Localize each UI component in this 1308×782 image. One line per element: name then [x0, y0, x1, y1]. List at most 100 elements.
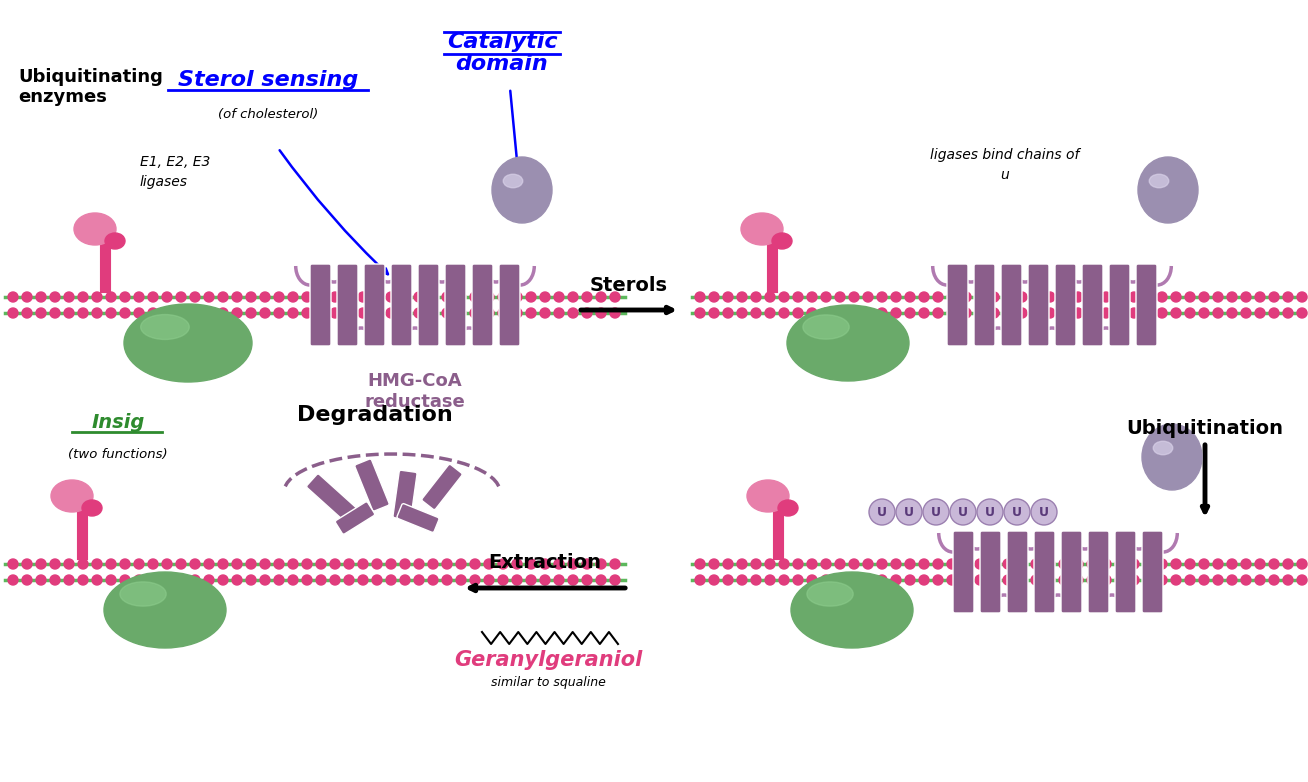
Circle shape [1241, 559, 1250, 569]
Circle shape [148, 559, 158, 569]
Circle shape [1213, 575, 1223, 585]
Circle shape [891, 292, 901, 302]
Circle shape [1298, 292, 1307, 302]
Circle shape [891, 559, 901, 569]
Circle shape [358, 575, 368, 585]
Circle shape [317, 308, 326, 318]
Circle shape [470, 308, 480, 318]
Circle shape [428, 575, 438, 585]
Circle shape [1073, 575, 1083, 585]
Circle shape [1101, 292, 1110, 302]
Circle shape [1087, 575, 1097, 585]
Circle shape [428, 308, 438, 318]
Circle shape [218, 292, 228, 302]
Circle shape [50, 575, 60, 585]
Ellipse shape [82, 500, 102, 516]
Text: U: U [1012, 505, 1022, 518]
Circle shape [330, 308, 340, 318]
Circle shape [974, 575, 985, 585]
Circle shape [1114, 292, 1125, 302]
FancyBboxPatch shape [1082, 264, 1103, 346]
Circle shape [37, 292, 46, 302]
Circle shape [751, 308, 761, 318]
Ellipse shape [803, 315, 849, 339]
Circle shape [317, 559, 326, 569]
Circle shape [555, 292, 564, 302]
Circle shape [780, 292, 789, 302]
Circle shape [133, 292, 144, 302]
Circle shape [232, 575, 242, 585]
Circle shape [162, 559, 171, 569]
Circle shape [148, 575, 158, 585]
Circle shape [1158, 308, 1167, 318]
Circle shape [555, 308, 564, 318]
Circle shape [344, 575, 354, 585]
Circle shape [765, 575, 776, 585]
Circle shape [456, 308, 466, 318]
Ellipse shape [141, 314, 190, 339]
Circle shape [765, 292, 776, 302]
Circle shape [568, 292, 578, 302]
Circle shape [1031, 292, 1041, 302]
Circle shape [709, 575, 719, 585]
Circle shape [78, 575, 88, 585]
Text: Insig: Insig [92, 413, 145, 432]
Ellipse shape [1138, 157, 1198, 223]
Circle shape [1143, 559, 1152, 569]
Circle shape [232, 559, 242, 569]
Ellipse shape [772, 233, 793, 249]
Circle shape [835, 308, 845, 318]
Text: Extraction: Extraction [488, 553, 602, 572]
Circle shape [723, 559, 732, 569]
Circle shape [78, 308, 88, 318]
Circle shape [37, 559, 46, 569]
Circle shape [386, 559, 396, 569]
Circle shape [177, 559, 186, 569]
Circle shape [1269, 292, 1279, 302]
Circle shape [905, 575, 916, 585]
Text: domain: domain [455, 54, 548, 74]
Ellipse shape [124, 304, 252, 382]
Circle shape [106, 292, 116, 302]
Circle shape [1298, 308, 1307, 318]
Text: U: U [1039, 505, 1049, 518]
Circle shape [920, 292, 929, 302]
Circle shape [64, 559, 75, 569]
Circle shape [793, 292, 803, 302]
Circle shape [1298, 575, 1307, 585]
Text: Catalytic: Catalytic [447, 32, 557, 52]
Circle shape [1129, 559, 1139, 569]
Circle shape [1003, 292, 1012, 302]
FancyBboxPatch shape [954, 531, 974, 613]
Circle shape [232, 292, 242, 302]
Circle shape [1129, 292, 1139, 302]
Circle shape [807, 559, 818, 569]
Circle shape [302, 575, 313, 585]
Circle shape [751, 292, 761, 302]
Circle shape [177, 308, 186, 318]
Text: (of cholesterol): (of cholesterol) [218, 108, 318, 121]
Circle shape [92, 292, 102, 302]
FancyBboxPatch shape [445, 264, 466, 346]
Circle shape [1241, 575, 1250, 585]
Circle shape [933, 575, 943, 585]
Text: Ubiquitination: Ubiquitination [1126, 419, 1283, 438]
Circle shape [78, 292, 88, 302]
Circle shape [1185, 308, 1196, 318]
Circle shape [1213, 308, 1223, 318]
Circle shape [470, 559, 480, 569]
Circle shape [1003, 308, 1012, 318]
FancyBboxPatch shape [422, 465, 462, 510]
Circle shape [120, 292, 129, 302]
Circle shape [896, 499, 922, 525]
Circle shape [190, 575, 200, 585]
Circle shape [190, 292, 200, 302]
Circle shape [1143, 575, 1152, 585]
Circle shape [8, 559, 18, 569]
Circle shape [849, 292, 859, 302]
Circle shape [582, 308, 593, 318]
Circle shape [133, 559, 144, 569]
Text: Degradation: Degradation [297, 405, 453, 425]
Ellipse shape [75, 213, 116, 245]
Circle shape [1031, 575, 1041, 585]
